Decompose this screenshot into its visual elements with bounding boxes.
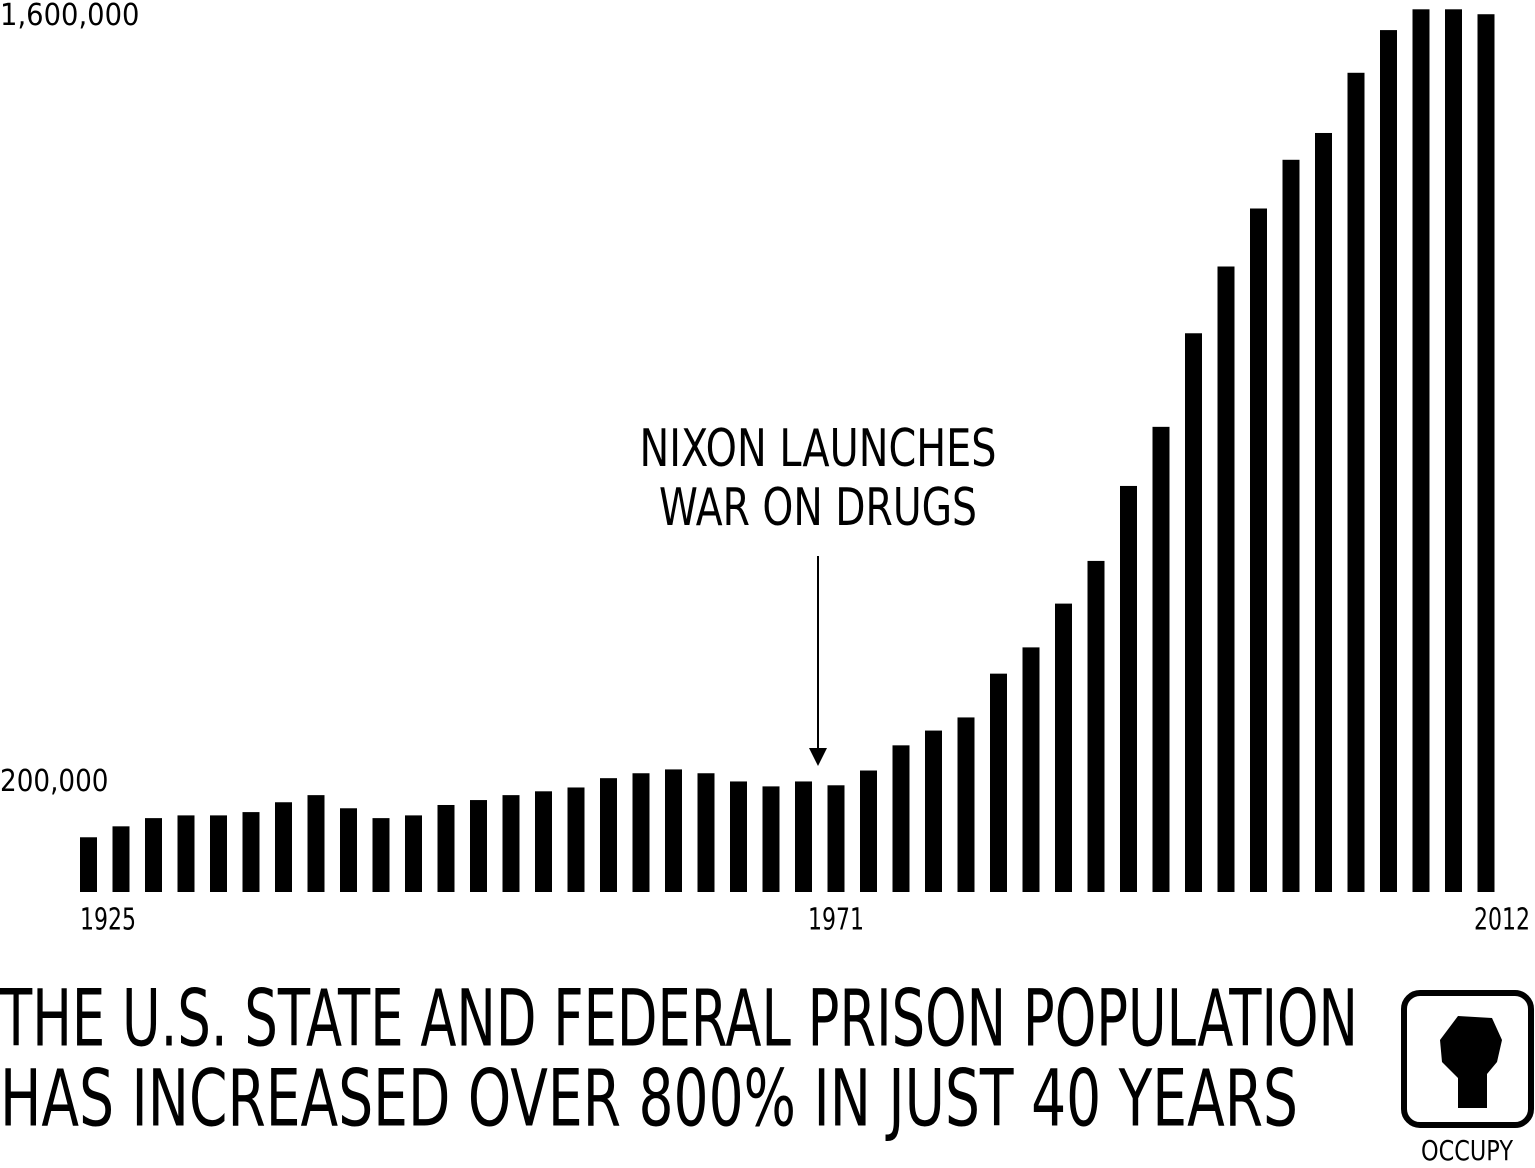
bar <box>470 800 487 892</box>
bar <box>1315 132 1332 893</box>
bar <box>1445 9 1462 893</box>
bar <box>372 818 390 892</box>
bar <box>1120 485 1137 892</box>
bar <box>1152 426 1170 892</box>
bar <box>1087 560 1105 892</box>
bar <box>730 781 747 892</box>
bar <box>957 717 975 892</box>
bar <box>1477 14 1495 893</box>
bar <box>437 804 455 892</box>
bar <box>112 826 130 892</box>
x-tick-label: 1925 <box>80 903 136 938</box>
bar <box>990 673 1007 892</box>
logo-fist <box>1440 1016 1502 1108</box>
bar <box>405 815 422 892</box>
bar <box>1055 603 1072 892</box>
logo-box <box>1401 990 1534 1128</box>
bar <box>827 785 845 892</box>
bar <box>502 795 520 892</box>
bar <box>1347 72 1365 892</box>
bar <box>600 778 617 892</box>
bar <box>1380 30 1397 893</box>
bar <box>795 781 812 892</box>
bar <box>762 786 780 892</box>
bar <box>892 745 910 892</box>
chart-title: THE U.S. STATE AND FEDERAL PRISON POPULA… <box>0 974 1358 1064</box>
bar <box>1185 333 1202 893</box>
bar <box>80 837 97 892</box>
bar <box>1412 9 1430 893</box>
chart-title: HAS INCREASED OVER 800% IN JUST 40 YEARS <box>0 1054 1298 1144</box>
logo-text: OCCUPY <box>1421 1134 1514 1167</box>
bar <box>210 815 227 892</box>
bar <box>697 773 715 892</box>
bar <box>535 791 552 892</box>
bar <box>177 815 195 892</box>
bar <box>307 795 325 892</box>
bar <box>1217 266 1235 893</box>
bar <box>925 730 942 892</box>
bar <box>145 818 162 892</box>
bar <box>1282 159 1300 892</box>
bar <box>1250 208 1267 892</box>
y-tick-label: 200,000 <box>0 764 109 799</box>
bar <box>860 770 877 892</box>
x-tick-label: 1971 <box>808 903 864 938</box>
x-tick-label: 2012 <box>1474 903 1530 938</box>
bar <box>632 773 650 892</box>
bar <box>1022 647 1040 892</box>
bar <box>275 802 292 892</box>
bar <box>567 787 585 892</box>
arrow-head <box>809 748 827 766</box>
y-tick-label: 1,600,000 <box>0 0 140 33</box>
annotation: NIXON LAUNCHES <box>640 419 997 479</box>
annotation: WAR ON DRUGS <box>659 478 977 538</box>
bar <box>242 812 260 892</box>
bar <box>665 769 682 892</box>
bar <box>340 808 357 892</box>
